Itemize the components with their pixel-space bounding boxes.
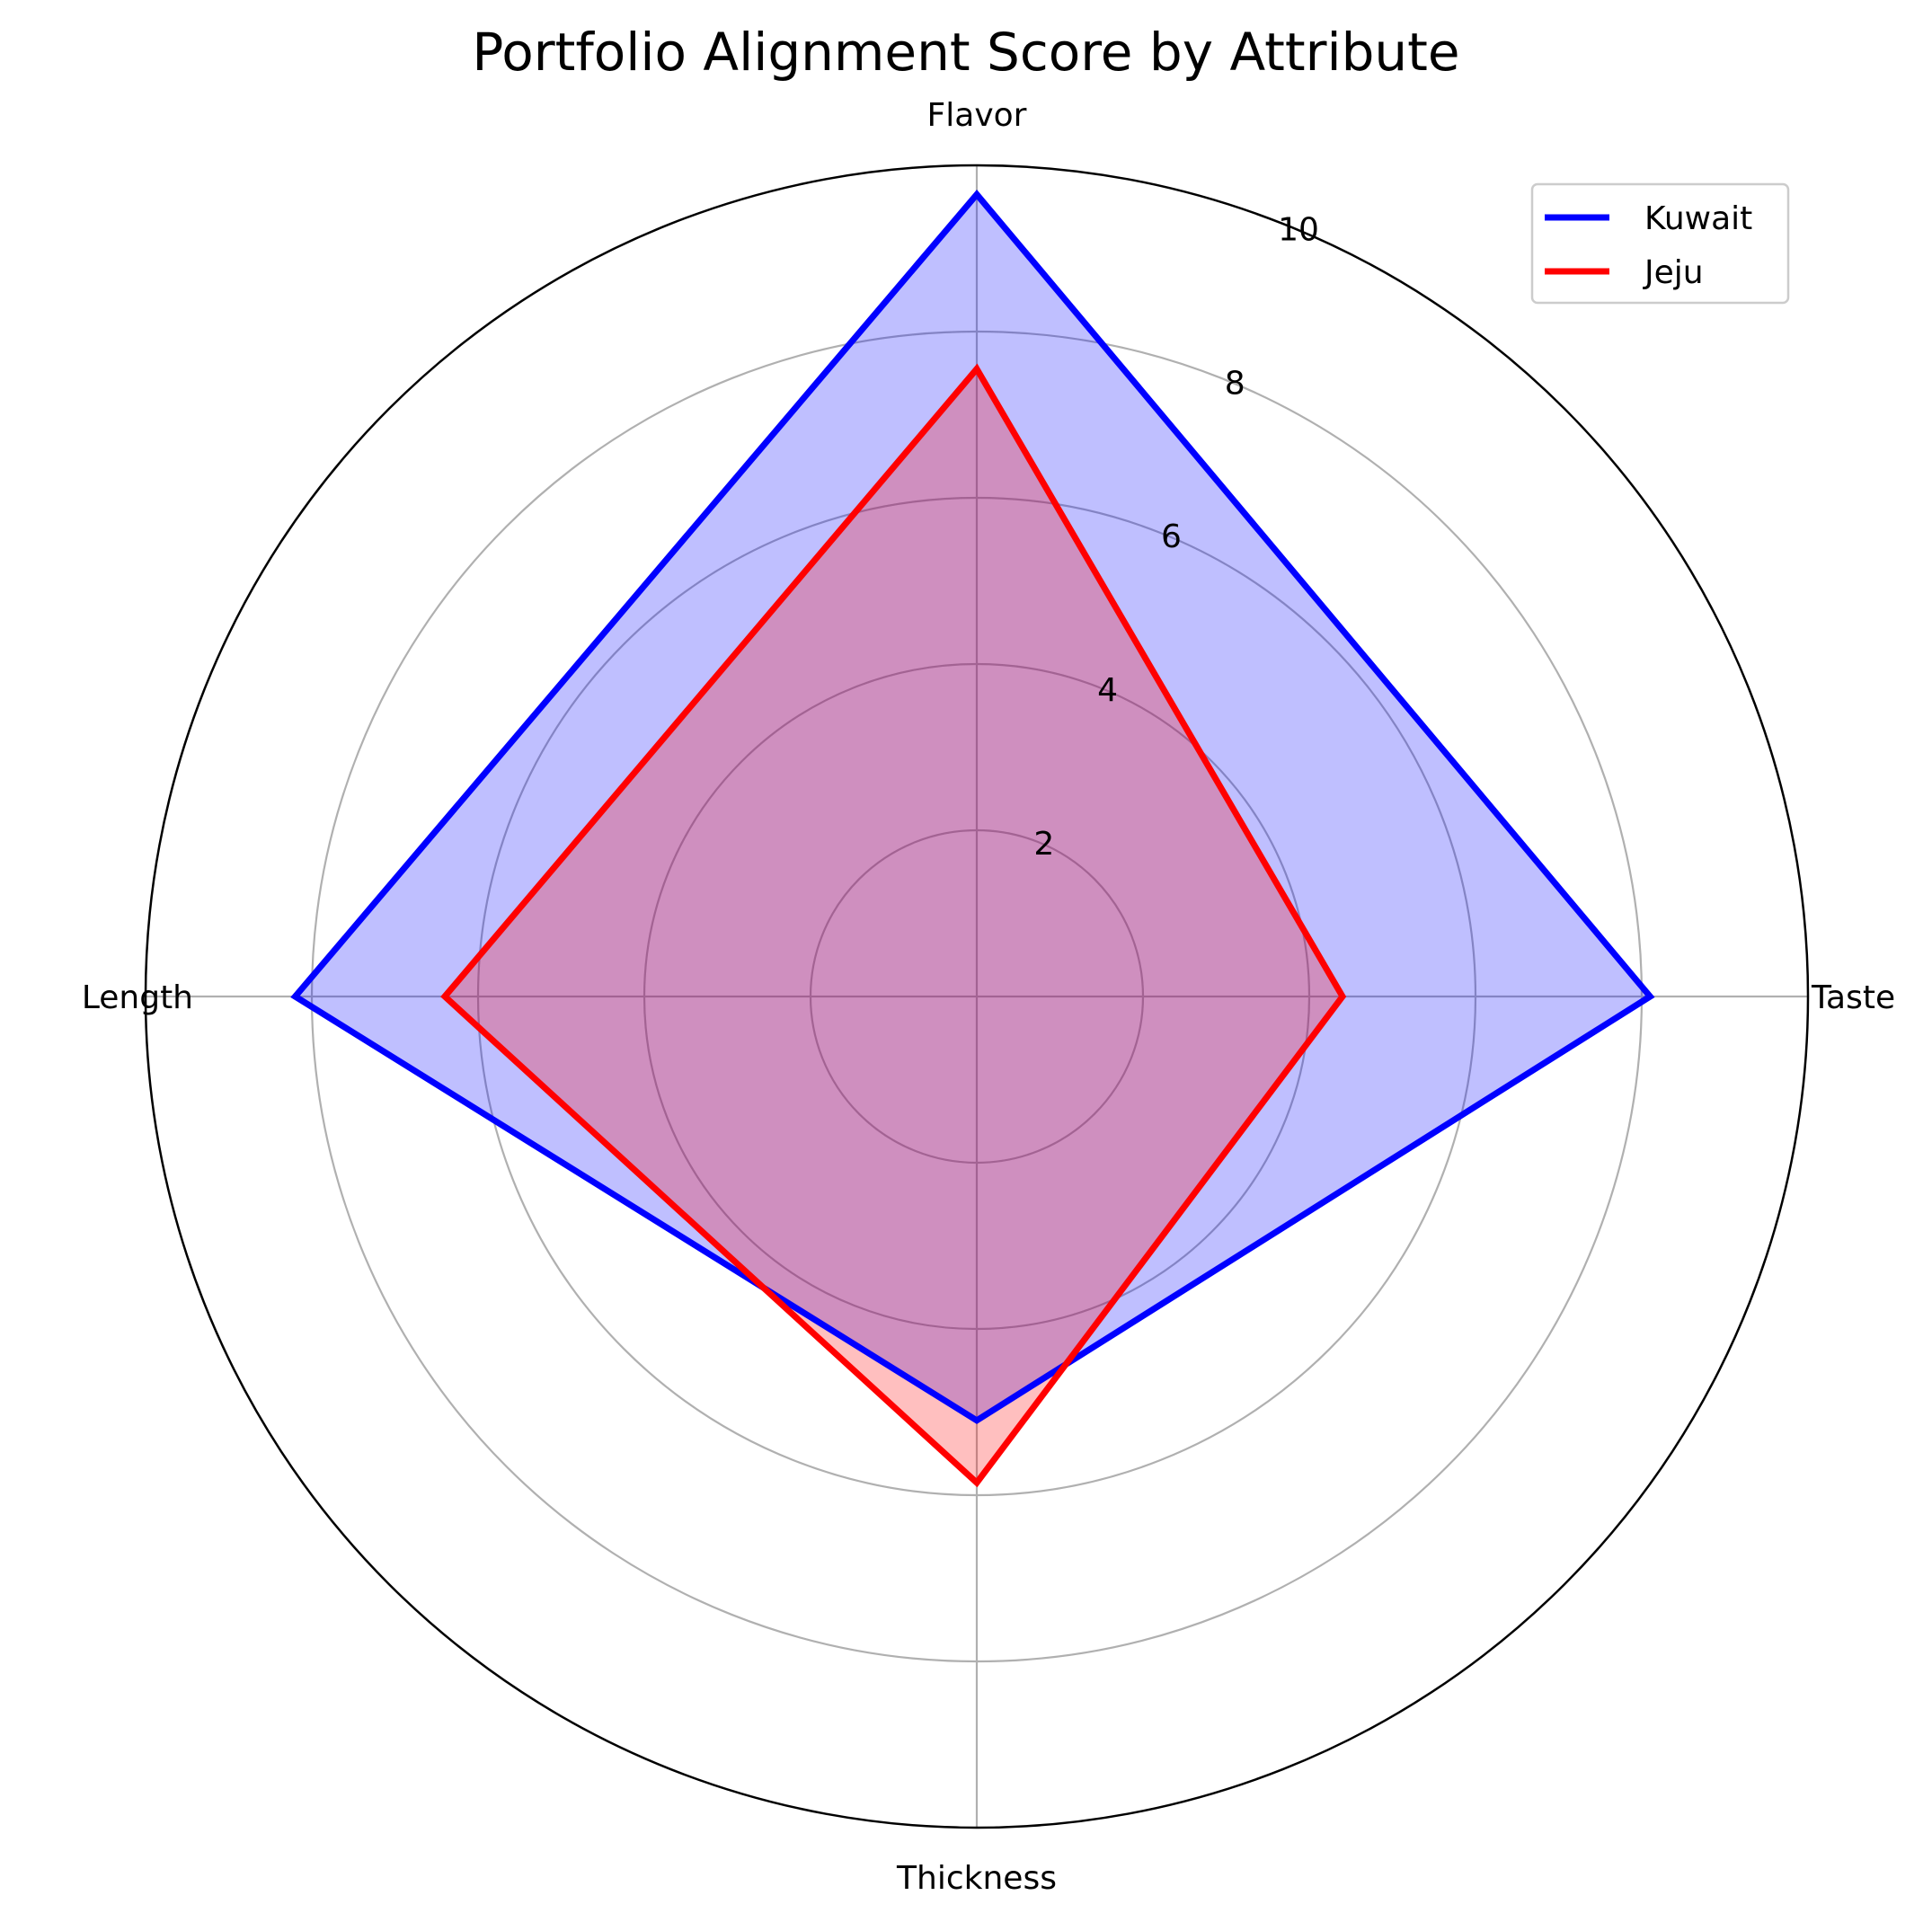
series-fill-jeju	[445, 368, 1343, 1484]
radar-labels: 2 4 6 8 10 Flavor Taste Thickness Length	[82, 97, 1895, 1897]
r-tick-label: 4	[1097, 672, 1118, 709]
axis-label-length: Length	[82, 979, 193, 1016]
chart-title: Portfolio Alignment Score by Attribute	[472, 22, 1459, 83]
legend-label-kuwait: Kuwait	[1644, 200, 1752, 237]
series-fill-kuwait	[295, 194, 1651, 1421]
legend-label-jeju: Jeju	[1643, 254, 1704, 291]
radar-grid	[144, 164, 1810, 1829]
axis-label-taste: Taste	[1811, 979, 1895, 1016]
r-tick-label: 2	[1033, 826, 1054, 863]
r-tick-label: 8	[1225, 365, 1245, 402]
series-line-kuwait	[290, 189, 1655, 1424]
radar-series	[290, 189, 1655, 1488]
axis-label-thickness: Thickness	[896, 1860, 1057, 1897]
r-tick-label: 6	[1161, 518, 1182, 555]
r-tick-label: 10	[1278, 211, 1319, 248]
outer-frame	[144, 164, 1810, 1829]
axis-label-flavor: Flavor	[927, 97, 1027, 134]
legend: Kuwait Jeju	[1530, 182, 1790, 305]
series-line-jeju	[440, 363, 1347, 1488]
